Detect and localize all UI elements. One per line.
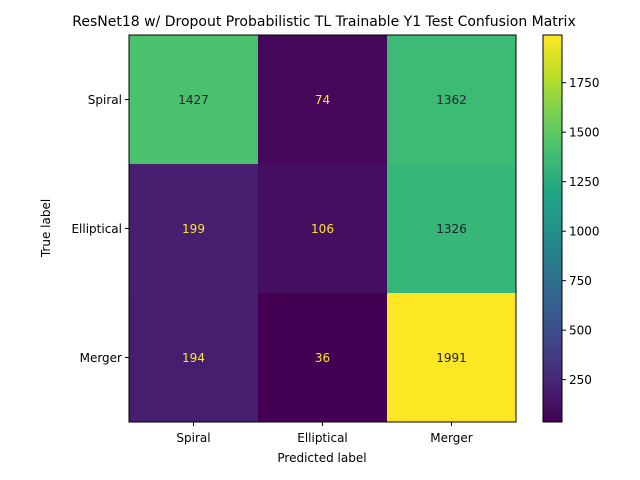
matrix-cell — [387, 293, 517, 423]
y-axis-label: True label — [39, 199, 53, 258]
y-tick-label: Merger — [80, 351, 122, 365]
matrix-cell — [258, 164, 388, 294]
matrix-cell — [387, 35, 517, 165]
x-tick-label: Spiral — [176, 431, 210, 445]
cell-value-label: 74 — [315, 93, 330, 107]
cell-value-label: 106 — [311, 222, 334, 236]
colorbar-tick-label: 1750 — [569, 76, 600, 90]
chart-title: ResNet18 w/ Dropout Probabilistic TL Tra… — [72, 14, 575, 30]
x-axis-label: Predicted label — [277, 451, 366, 465]
matrix-cell — [387, 164, 517, 294]
cell-value-label: 194 — [182, 351, 205, 365]
x-tick-label: Merger — [430, 431, 472, 445]
cell-value-label: 1362 — [436, 93, 467, 107]
y-tick-label: Spiral — [88, 93, 122, 107]
colorbar-tick-label: 1250 — [569, 175, 600, 189]
colorbar-tick-label: 750 — [569, 274, 592, 288]
matrix-cell — [258, 293, 388, 423]
colorbar-tick-label: 500 — [569, 324, 592, 338]
matrix-cell — [129, 293, 259, 423]
colorbar — [542, 34, 563, 423]
colorbar-tick-label: 1000 — [569, 225, 600, 239]
matrix-cell — [258, 35, 388, 165]
cell-value-label: 1991 — [436, 351, 467, 365]
matrix-cell — [129, 35, 259, 165]
matrix-cell-labels: 1427 74 1362 199 106 1326 194 36 1991 — [178, 93, 467, 365]
colorbar-tick-label: 1500 — [569, 126, 600, 140]
y-tick-label: Elliptical — [71, 222, 122, 236]
colorbar-ticks: 250 500 750 1000 1250 1500 1750 — [562, 76, 600, 387]
cell-value-label: 199 — [182, 222, 205, 236]
y-axis-ticks: Spiral Elliptical Merger — [71, 93, 129, 365]
matrix-cell — [129, 164, 259, 294]
cell-value-label: 36 — [315, 351, 330, 365]
matrix-cells — [129, 35, 517, 423]
cell-value-label: 1326 — [436, 222, 467, 236]
x-tick-label: Elliptical — [297, 431, 348, 445]
x-axis-ticks: Spiral Elliptical Merger — [176, 422, 473, 445]
cell-value-label: 1427 — [178, 93, 209, 107]
colorbar-tick-label: 250 — [569, 373, 592, 387]
